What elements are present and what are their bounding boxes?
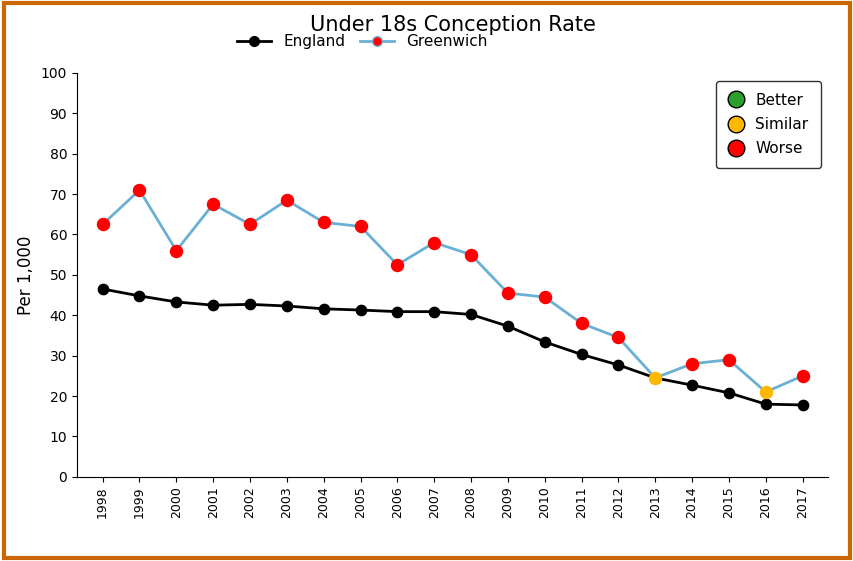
- Point: [611, 361, 624, 370]
- Point: [132, 291, 146, 300]
- Point: [426, 238, 440, 247]
- Point: [795, 371, 809, 380]
- Point: [647, 374, 661, 383]
- Point: [795, 401, 809, 410]
- Point: [464, 310, 478, 319]
- Point: [353, 222, 367, 231]
- Point: [132, 186, 146, 195]
- Point: [758, 388, 772, 397]
- Point: [722, 355, 735, 364]
- Point: [206, 301, 220, 310]
- Title: Under 18s Conception Rate: Under 18s Conception Rate: [310, 15, 595, 35]
- Point: [169, 297, 183, 306]
- Point: [501, 321, 514, 330]
- Point: [96, 220, 109, 229]
- Point: [243, 300, 257, 309]
- Point: [390, 307, 403, 316]
- Point: [647, 374, 661, 383]
- Point: [722, 388, 735, 397]
- Point: [758, 399, 772, 408]
- Point: [684, 381, 698, 390]
- Y-axis label: Per 1,000: Per 1,000: [17, 235, 35, 315]
- Point: [501, 288, 514, 297]
- Point: [574, 350, 588, 359]
- Point: [243, 220, 257, 229]
- Point: [537, 338, 551, 347]
- Point: [426, 307, 440, 316]
- Point: [96, 284, 109, 293]
- Point: [684, 359, 698, 368]
- Point: [353, 306, 367, 315]
- Point: [574, 319, 588, 328]
- Point: [206, 200, 220, 209]
- Point: [280, 196, 293, 205]
- Point: [390, 260, 403, 269]
- Legend: Better, Similar, Worse: Better, Similar, Worse: [715, 81, 820, 168]
- Point: [611, 333, 624, 342]
- Point: [537, 293, 551, 302]
- Point: [464, 250, 478, 259]
- Point: [169, 246, 183, 255]
- Point: [316, 218, 330, 227]
- Point: [280, 301, 293, 310]
- Point: [316, 304, 330, 313]
